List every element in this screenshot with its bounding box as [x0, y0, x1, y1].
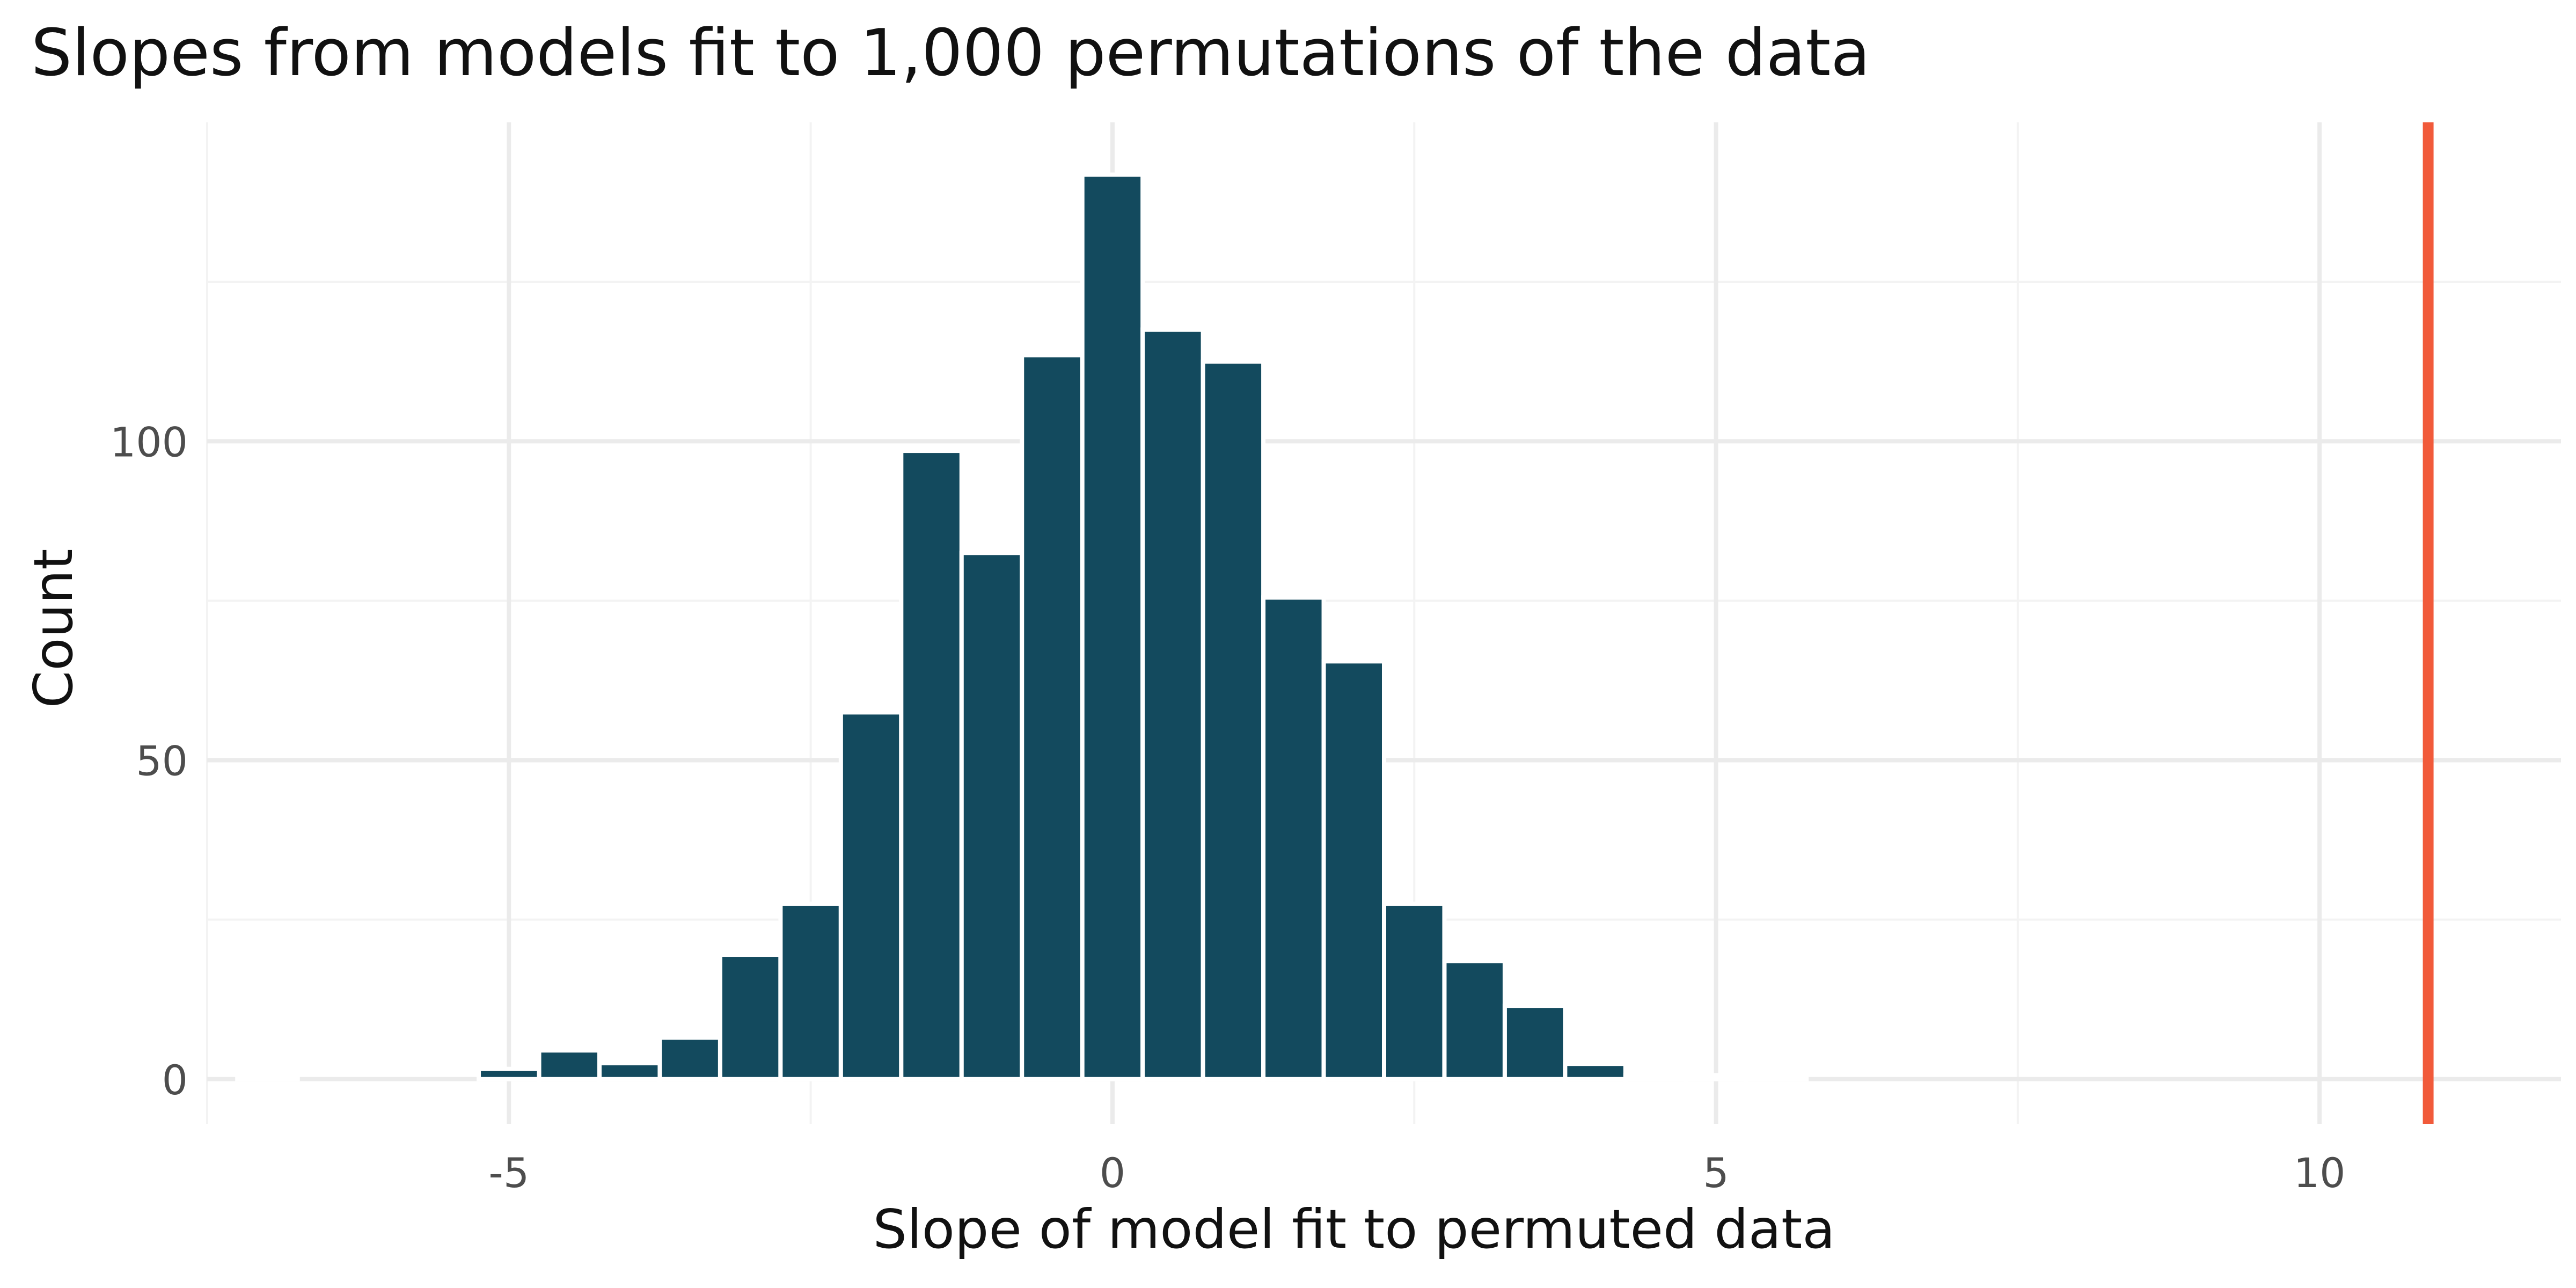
histogram-bar [1261, 595, 1326, 1081]
y-tick-label: 0 [162, 1056, 188, 1104]
x-axis-ticks: -5 0 5 10 [488, 1149, 2345, 1197]
histogram-bar [657, 1035, 722, 1081]
histogram-bar [1140, 327, 1205, 1081]
histogram-bar [1684, 1073, 1748, 1081]
x-tick-label: 0 [1100, 1149, 1125, 1197]
histogram-bar [235, 1073, 300, 1081]
y-tick-label: 50 [136, 737, 188, 785]
histogram-bar [899, 449, 964, 1081]
histogram-bar [477, 1066, 541, 1081]
histogram-bar [1020, 353, 1085, 1081]
histogram-bars [235, 172, 1809, 1081]
y-tick-label: 100 [110, 418, 188, 466]
histogram-bar [1442, 958, 1507, 1081]
histogram-bar [1744, 1073, 1809, 1081]
histogram-bar [838, 710, 904, 1081]
histogram-bar [1201, 359, 1266, 1081]
histogram-bar [778, 901, 843, 1081]
histogram-bar [1080, 172, 1145, 1081]
chart-title: Slopes from models fit to 1,000 permutat… [31, 16, 1870, 91]
x-tick-label: 5 [1703, 1149, 1729, 1197]
y-axis-title: Count [22, 549, 85, 708]
histogram-bar [1502, 1004, 1568, 1081]
histogram-bar [1382, 901, 1447, 1081]
x-axis-title: Slope of model fit to permuted data [873, 1198, 1835, 1261]
x-tick-label: 10 [2294, 1149, 2346, 1197]
histogram-bar [959, 551, 1024, 1081]
x-tick-label: -5 [488, 1149, 529, 1197]
histogram-bar [597, 1061, 662, 1081]
histogram-bar [1563, 1062, 1628, 1081]
histogram-bar [537, 1048, 602, 1081]
histogram-bar [1321, 659, 1387, 1081]
histogram-bar [1623, 1073, 1688, 1081]
y-axis-ticks: 0 50 100 [110, 418, 188, 1104]
histogram-bar [718, 953, 783, 1081]
